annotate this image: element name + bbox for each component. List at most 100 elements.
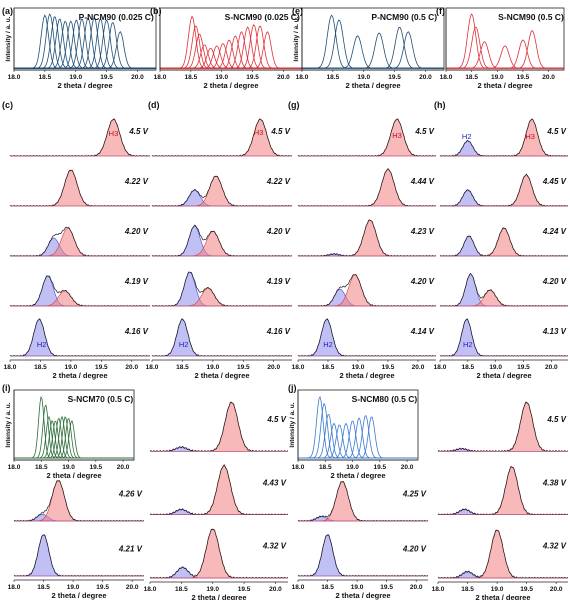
stack-row: 4.5 V H3 H2 bbox=[439, 118, 569, 157]
voltage-label: 4.16 V bbox=[124, 327, 149, 336]
chart-d: 4.5 V H3 4.22 V 4.20 V 4.19 V 4.16 V H2 18.0 18.… bbox=[146, 100, 293, 380]
x-tick-label: 20.0 bbox=[410, 584, 423, 591]
x-axis-label: 2 theta / degree bbox=[475, 593, 530, 600]
x-axis-label: 2 theta / degree bbox=[330, 471, 385, 480]
h3-fit-area bbox=[152, 287, 292, 307]
measured-curve bbox=[297, 168, 437, 207]
x-tick-label: 18.0 bbox=[8, 464, 21, 471]
x-tick-label: 19.0 bbox=[346, 464, 359, 471]
series-line bbox=[14, 19, 156, 69]
x-tick-label: 19.0 bbox=[491, 74, 504, 81]
x-tick-label: 18.5 bbox=[461, 586, 474, 593]
h3-fit-area bbox=[298, 481, 428, 522]
x-tick-label: 18.5 bbox=[34, 364, 47, 371]
voltage-label: 4.20 V bbox=[542, 277, 567, 286]
h2-fit-area bbox=[440, 318, 568, 357]
x-axis-label: 2 theta / degree bbox=[335, 591, 390, 600]
x-tick-label: 19.5 bbox=[382, 364, 395, 371]
stack-row: 4.25 V bbox=[297, 481, 429, 522]
x-tick-label: 18.5 bbox=[35, 464, 48, 471]
h3-fit-area bbox=[10, 290, 150, 307]
x-tick-label: 19.5 bbox=[373, 464, 386, 471]
chart-title: S-NCM70 (0.5 C) bbox=[68, 394, 134, 404]
x-tick-label: 18.0 bbox=[434, 364, 447, 371]
stack-row: 4.13 V H2 bbox=[439, 318, 569, 357]
chart-b: 18.0 18.5 19.0 19.5 20.0 2 theta / degree S-NC… bbox=[150, 6, 303, 90]
measured-curve bbox=[437, 401, 569, 452]
phase-label: H3 bbox=[109, 129, 119, 138]
x-tick-label: 19.5 bbox=[517, 74, 530, 81]
voltage-label: 4.5 V bbox=[546, 127, 566, 136]
series-line bbox=[14, 20, 156, 69]
series-line bbox=[446, 26, 564, 69]
series-line bbox=[14, 17, 156, 69]
measured-curve bbox=[297, 481, 429, 522]
voltage-label: 4.16 V bbox=[266, 327, 291, 336]
y-axis-label: Intensity / a. u. bbox=[289, 402, 296, 447]
x-tick-label: 19.0 bbox=[207, 364, 220, 371]
voltage-label: 4.32 V bbox=[262, 542, 287, 551]
voltage-label: 4.5 V bbox=[270, 127, 290, 136]
voltage-label: 4.32 V bbox=[542, 542, 567, 551]
voltage-label: 4.43 V bbox=[262, 478, 287, 487]
voltage-label: 4.38 V bbox=[542, 478, 567, 487]
voltage-label: 4.5 V bbox=[546, 415, 566, 424]
h2-fit-area bbox=[298, 516, 428, 522]
measured-curve bbox=[439, 118, 569, 157]
x-tick-label: 20.0 bbox=[542, 74, 555, 81]
series-line bbox=[160, 26, 302, 69]
phase-label: H2 bbox=[323, 340, 333, 349]
stack-row: 4.45 V bbox=[439, 173, 569, 207]
series-line bbox=[14, 18, 156, 69]
voltage-label: 4.23 V bbox=[410, 227, 435, 236]
x-tick-label: 20.0 bbox=[267, 364, 280, 371]
x-tick-label: 18.5 bbox=[465, 74, 478, 81]
x-tick-label: 18.0 bbox=[8, 584, 21, 591]
stack-row: 4.20 V bbox=[439, 272, 569, 307]
x-tick-label: 19.0 bbox=[357, 74, 370, 81]
stack-row: 4.20 V bbox=[9, 226, 151, 257]
chart-f: 18.0 18.5 19.0 19.5 20.0 2 theta / degree S-NC… bbox=[436, 6, 565, 90]
phase-label: H2 bbox=[463, 340, 473, 349]
chart-title: S-NCM90 (0.025 C) bbox=[225, 12, 300, 22]
h2-fit-area bbox=[298, 534, 428, 577]
x-tick-label: 18.5 bbox=[319, 464, 332, 471]
x-tick-label: 18.5 bbox=[176, 364, 189, 371]
x-axis-label: 2 theta / degree bbox=[476, 371, 531, 380]
h2-fit-area bbox=[14, 514, 144, 522]
series-line bbox=[14, 18, 156, 69]
stack-row: 4.22 V bbox=[9, 169, 151, 207]
h3-fit-area bbox=[10, 169, 150, 207]
x-tick-label: 19.0 bbox=[69, 74, 82, 81]
stack-row: 4.32 V bbox=[149, 528, 289, 579]
voltage-label: 4.20 V bbox=[124, 227, 149, 236]
measured-curve bbox=[13, 480, 145, 522]
x-tick-label: 19.5 bbox=[520, 586, 533, 593]
stack-row: 4.19 V bbox=[9, 275, 151, 307]
series-line bbox=[302, 14, 444, 69]
series-line bbox=[14, 395, 134, 459]
stack-row: 4.19 V bbox=[151, 271, 293, 307]
y-axis-label: Intensity / a. u. bbox=[5, 402, 12, 447]
voltage-label: 4.45 V bbox=[542, 177, 567, 186]
voltage-label: 4.22 V bbox=[266, 177, 291, 186]
x-tick-label: 18.0 bbox=[292, 364, 305, 371]
x-tick-label: 20.0 bbox=[131, 74, 144, 81]
x-tick-label: 20.0 bbox=[412, 364, 425, 371]
panel-label: (g) bbox=[288, 100, 300, 110]
x-tick-label: 19.5 bbox=[89, 464, 102, 471]
voltage-label: 4.21 V bbox=[118, 544, 143, 553]
series-line bbox=[160, 31, 302, 69]
h3-fit-area bbox=[298, 118, 436, 157]
stack-row: 4.23 V bbox=[297, 219, 437, 257]
x-tick-label: 19.0 bbox=[215, 74, 228, 81]
chart-title: S-NCM90 (0.5 C) bbox=[498, 12, 564, 22]
phase-label: H3 bbox=[254, 128, 264, 137]
h2-fit-area bbox=[440, 189, 568, 207]
x-axis-label: 2 theta / degree bbox=[51, 591, 106, 600]
series-line bbox=[14, 14, 156, 69]
h3-fit-area bbox=[14, 480, 144, 522]
stack-row: 4.21 V bbox=[13, 534, 145, 577]
x-tick-label: 20.0 bbox=[125, 364, 138, 371]
x-axis-label: 2 theta / degree bbox=[203, 81, 258, 90]
